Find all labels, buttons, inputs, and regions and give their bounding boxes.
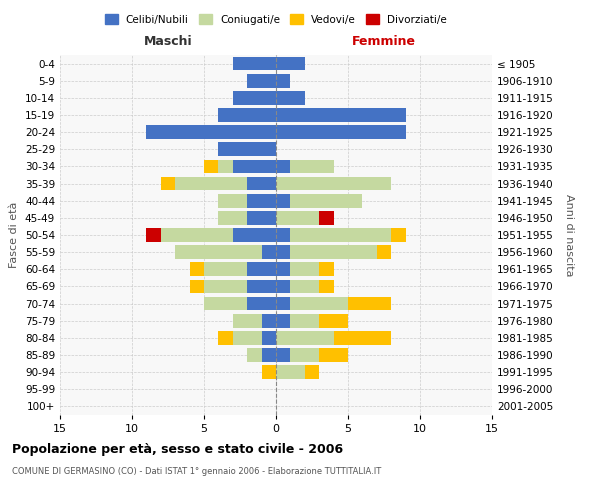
Bar: [319, 262, 334, 276]
Bar: [233, 56, 276, 70]
Bar: [290, 296, 348, 310]
Bar: [233, 91, 276, 104]
Bar: [290, 160, 334, 173]
Bar: [276, 366, 305, 379]
Bar: [276, 348, 290, 362]
Bar: [218, 211, 247, 224]
Bar: [276, 314, 290, 328]
Bar: [233, 228, 276, 242]
Bar: [276, 262, 290, 276]
Bar: [276, 56, 305, 70]
Bar: [204, 262, 247, 276]
Bar: [262, 331, 276, 344]
Bar: [290, 262, 319, 276]
Bar: [247, 211, 276, 224]
Bar: [146, 228, 161, 242]
Bar: [290, 194, 362, 207]
Bar: [276, 331, 334, 344]
Bar: [276, 194, 290, 207]
Bar: [276, 74, 290, 88]
Bar: [247, 176, 276, 190]
Bar: [262, 314, 276, 328]
Bar: [276, 91, 305, 104]
Bar: [290, 348, 319, 362]
Bar: [262, 246, 276, 259]
Bar: [290, 246, 377, 259]
Text: COMUNE DI GERMASINO (CO) - Dati ISTAT 1° gennaio 2006 - Elaborazione TUTTITALIA.: COMUNE DI GERMASINO (CO) - Dati ISTAT 1°…: [12, 468, 381, 476]
Bar: [319, 314, 348, 328]
Bar: [276, 296, 290, 310]
Bar: [319, 280, 334, 293]
Bar: [218, 194, 247, 207]
Bar: [276, 160, 290, 173]
Y-axis label: Fasce di età: Fasce di età: [10, 202, 19, 268]
Bar: [319, 348, 348, 362]
Bar: [276, 176, 391, 190]
Bar: [391, 228, 406, 242]
Bar: [276, 108, 406, 122]
Bar: [290, 314, 319, 328]
Bar: [218, 160, 233, 173]
Bar: [218, 108, 276, 122]
Bar: [348, 296, 391, 310]
Bar: [276, 126, 406, 139]
Bar: [233, 314, 262, 328]
Bar: [146, 126, 276, 139]
Bar: [190, 280, 204, 293]
Bar: [276, 228, 290, 242]
Bar: [319, 211, 334, 224]
Bar: [290, 228, 391, 242]
Text: Popolazione per età, sesso e stato civile - 2006: Popolazione per età, sesso e stato civil…: [12, 442, 343, 456]
Bar: [377, 246, 391, 259]
Bar: [233, 160, 276, 173]
Bar: [247, 348, 262, 362]
Bar: [190, 262, 204, 276]
Bar: [175, 176, 247, 190]
Bar: [204, 280, 247, 293]
Bar: [218, 331, 233, 344]
Bar: [175, 246, 262, 259]
Bar: [247, 74, 276, 88]
Text: Femmine: Femmine: [352, 35, 416, 48]
Bar: [204, 296, 247, 310]
Bar: [233, 331, 262, 344]
Bar: [218, 142, 276, 156]
Bar: [247, 296, 276, 310]
Bar: [247, 194, 276, 207]
Bar: [334, 331, 391, 344]
Bar: [247, 280, 276, 293]
Bar: [262, 366, 276, 379]
Bar: [276, 211, 319, 224]
Legend: Celibi/Nubili, Coniugati/e, Vedovi/e, Divorziati/e: Celibi/Nubili, Coniugati/e, Vedovi/e, Di…: [101, 10, 451, 29]
Bar: [290, 280, 319, 293]
Bar: [262, 348, 276, 362]
Bar: [247, 262, 276, 276]
Bar: [161, 228, 233, 242]
Bar: [276, 246, 290, 259]
Bar: [161, 176, 175, 190]
Y-axis label: Anni di nascita: Anni di nascita: [565, 194, 574, 276]
Text: Maschi: Maschi: [143, 35, 193, 48]
Bar: [305, 366, 319, 379]
Bar: [204, 160, 218, 173]
Bar: [276, 280, 290, 293]
